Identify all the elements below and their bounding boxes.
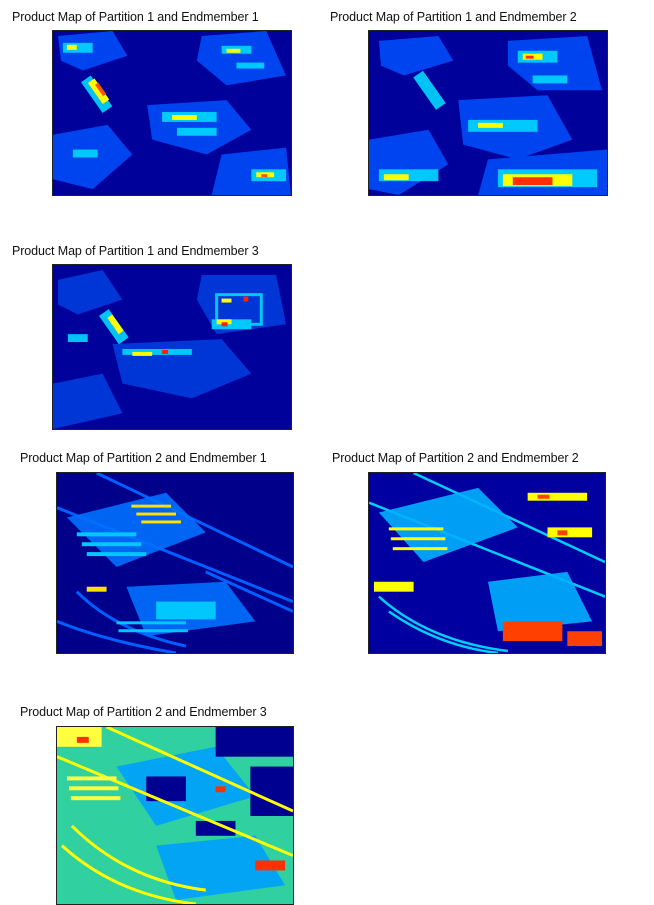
panel-3-title: Product Map of Partition 1 and Endmember… [12,244,259,258]
product-map-p1-e2-image [369,31,607,195]
product-map-p1-e1-image [53,31,291,195]
panel-5-title: Product Map of Partition 2 and Endmember… [332,451,579,465]
panel-4-title: Product Map of Partition 2 and Endmember… [20,451,267,465]
product-map-p1-e3 [52,264,292,430]
product-map-p1-e2 [368,30,608,196]
panel-2-title: Product Map of Partition 1 and Endmember… [330,10,577,24]
product-map-p2-e2 [368,472,606,654]
product-map-p2-e2-image [369,473,605,653]
product-map-p2-e3-image [57,727,293,904]
panel-1-title: Product Map of Partition 1 and Endmember… [12,10,259,24]
product-map-p2-e1-image [57,473,293,653]
product-map-p2-e1 [56,472,294,654]
product-map-p1-e3-image [53,265,291,429]
panel-6-title: Product Map of Partition 2 and Endmember… [20,705,267,719]
product-map-p1-e1 [52,30,292,196]
product-map-p2-e3 [56,726,294,905]
